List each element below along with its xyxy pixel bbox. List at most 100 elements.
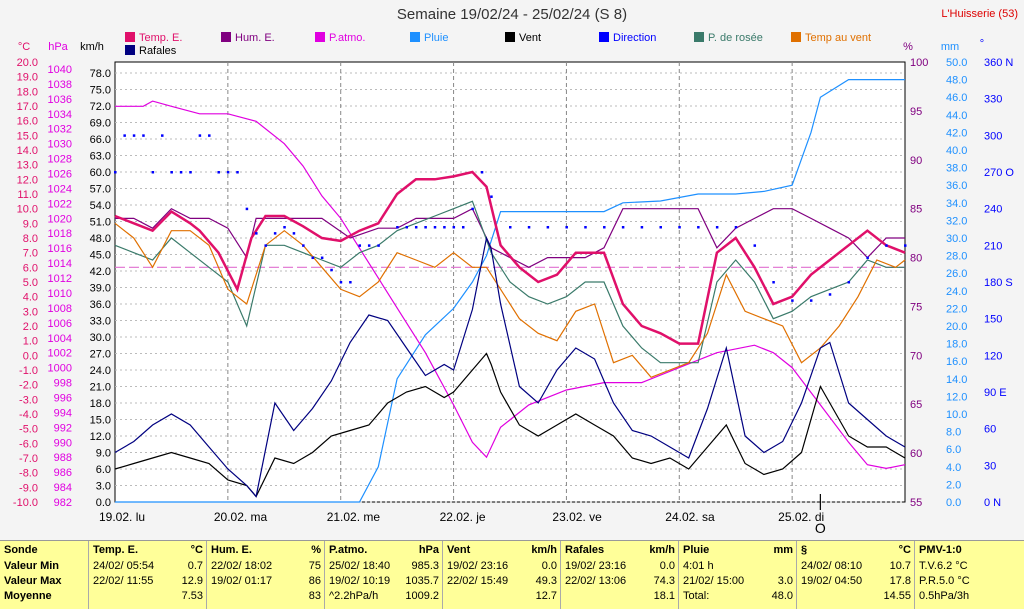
tick-wind: 21.0 xyxy=(90,382,111,394)
footer-timestamp: 22/02/ 15:49 xyxy=(447,575,509,587)
footer-value: 49.3 xyxy=(535,575,557,587)
direction-point xyxy=(697,226,700,229)
direction-point xyxy=(809,299,813,302)
tick-temp: 0.0 xyxy=(23,350,38,362)
legend-label: Rafales xyxy=(139,45,177,57)
axis-unit-direction: ° xyxy=(980,38,984,50)
footer-col-hum: Hum. E.% 22/02/ 18:02 75 19/02/ 01:17 86 83 xyxy=(206,541,325,609)
tick-pressure: 1010 xyxy=(48,288,72,300)
footer-header: Pluie xyxy=(683,544,710,556)
legend-label: Temp. E. xyxy=(139,32,183,44)
footer-header: P.atmo. xyxy=(329,544,368,556)
footer-value: 0.7 xyxy=(187,560,203,572)
direction-point xyxy=(377,244,380,247)
footer-col-pmv: PMV-1:0 T.V.6.2 °C P.R.5.0 °C 0.5hPa/3h xyxy=(914,541,1024,609)
tick-direction: 360 N xyxy=(984,57,1013,69)
tick-wind: 3.0 xyxy=(96,481,111,493)
tick-temp: 11.0 xyxy=(17,189,38,201)
tick-direction: 90 E xyxy=(984,387,1007,399)
tick-day: 22.02. je xyxy=(440,510,486,524)
direction-point xyxy=(179,171,183,174)
direction-point xyxy=(753,244,757,247)
direction-point xyxy=(490,195,493,198)
tick-day: 23.02. ve xyxy=(552,510,602,524)
footer-timestamp: 19/02/ 23:16 xyxy=(565,560,627,572)
tick-pressure: 1022 xyxy=(48,198,72,210)
legend-item: P. de rosée xyxy=(694,32,763,44)
tick-temp: 14.0 xyxy=(17,145,38,157)
direction-point xyxy=(659,226,662,229)
footer-value: 7.53 xyxy=(181,590,203,602)
series-line-pluie xyxy=(115,79,905,503)
footer-col-raf: Rafales km/h 19/02/ 23:16 0.0 22/02/ 13:06 74… xyxy=(560,541,679,609)
footer-value: P.R.5.0 °C xyxy=(919,575,970,587)
footer-unit: °C xyxy=(898,544,911,556)
tick-wind: 12.0 xyxy=(90,431,111,443)
footer-timestamp: 22/02/ 18:02 xyxy=(211,560,273,572)
tick-wind: 45.0 xyxy=(90,250,111,262)
direction-point xyxy=(621,226,625,229)
footer-value: 0.0 xyxy=(541,560,557,572)
direction-point xyxy=(170,171,173,174)
tick-humidity: 60 xyxy=(910,448,922,460)
tick-wind: 48.0 xyxy=(90,233,111,245)
direction-point xyxy=(367,244,371,247)
tick-pressure: 992 xyxy=(54,422,72,434)
direction-point xyxy=(302,244,305,247)
tick-pressure: 1000 xyxy=(48,363,72,375)
direction-point xyxy=(226,171,230,174)
tick-rain: 34.0 xyxy=(946,198,967,210)
tick-rain: 36.0 xyxy=(946,180,967,192)
footer-value: 1009.2 xyxy=(405,590,439,602)
station-name: L'Huisserie (53) xyxy=(941,8,1018,20)
legend-item: P.atmo. xyxy=(315,32,366,44)
tick-wind: 33.0 xyxy=(90,316,111,328)
direction-point xyxy=(904,244,907,247)
tick-pressure: 1014 xyxy=(48,258,72,270)
direction-point xyxy=(405,226,409,229)
tick-pressure: 990 xyxy=(54,437,72,449)
tick-temp: 7.0 xyxy=(23,248,38,260)
axis-unit-temp: °C xyxy=(18,41,30,53)
legend-swatch xyxy=(791,32,801,42)
legend-label: Direction xyxy=(613,32,657,44)
footer-value: 75 xyxy=(308,560,321,572)
direction-point xyxy=(509,226,512,229)
footer-col-vent: Vent km/h 19/02/ 23:16 0.0 22/02/ 15:49 49.3 1… xyxy=(442,541,561,609)
legend-swatch xyxy=(315,32,325,42)
direction-point xyxy=(396,226,399,229)
tick-pressure: 1034 xyxy=(48,109,72,121)
tick-temp: -4.0 xyxy=(19,409,38,421)
tick-wind: 36.0 xyxy=(90,299,111,311)
tick-day: 24.02. sa xyxy=(665,510,715,524)
footer-header: Rafales xyxy=(565,544,605,556)
tick-wind: 18.0 xyxy=(90,398,111,410)
tick-rain: 40.0 xyxy=(946,145,967,157)
tick-rain: 28.0 xyxy=(946,251,967,263)
footer-value: 74.3 xyxy=(653,575,675,587)
tick-wind: 9.0 xyxy=(96,448,111,460)
tick-pressure: 1040 xyxy=(48,64,72,76)
footer-unit: mm xyxy=(773,544,793,556)
tick-wind: 69.0 xyxy=(90,118,111,130)
tick-pressure: 1032 xyxy=(48,124,72,136)
tick-direction: 150 xyxy=(984,314,1002,326)
direction-point xyxy=(198,134,202,137)
tick-wind: 6.0 xyxy=(96,464,111,476)
footer-value: 12.9 xyxy=(181,575,203,587)
tick-day: 21.02. me xyxy=(327,510,381,524)
tick-temp: -3.0 xyxy=(19,394,38,406)
footer-unit: hPa xyxy=(418,544,439,556)
footer-value: 0.0 xyxy=(659,560,675,572)
tick-humidity: 65 xyxy=(910,399,922,411)
tick-rain: 4.0 xyxy=(946,462,961,474)
legend-item: Rafales xyxy=(125,45,176,57)
footer-row-label: Valeur Max xyxy=(4,575,62,587)
footer-value: 3.0 xyxy=(777,575,793,587)
footer-timestamp: ^2.2hPa/h xyxy=(329,590,379,602)
tick-rain: 6.0 xyxy=(946,444,961,456)
tick-temp: 2.0 xyxy=(23,321,38,333)
tick-wind: 57.0 xyxy=(90,184,111,196)
axis-unit-pressure: hPa xyxy=(48,41,68,53)
tick-temp: 15.0 xyxy=(17,130,38,142)
